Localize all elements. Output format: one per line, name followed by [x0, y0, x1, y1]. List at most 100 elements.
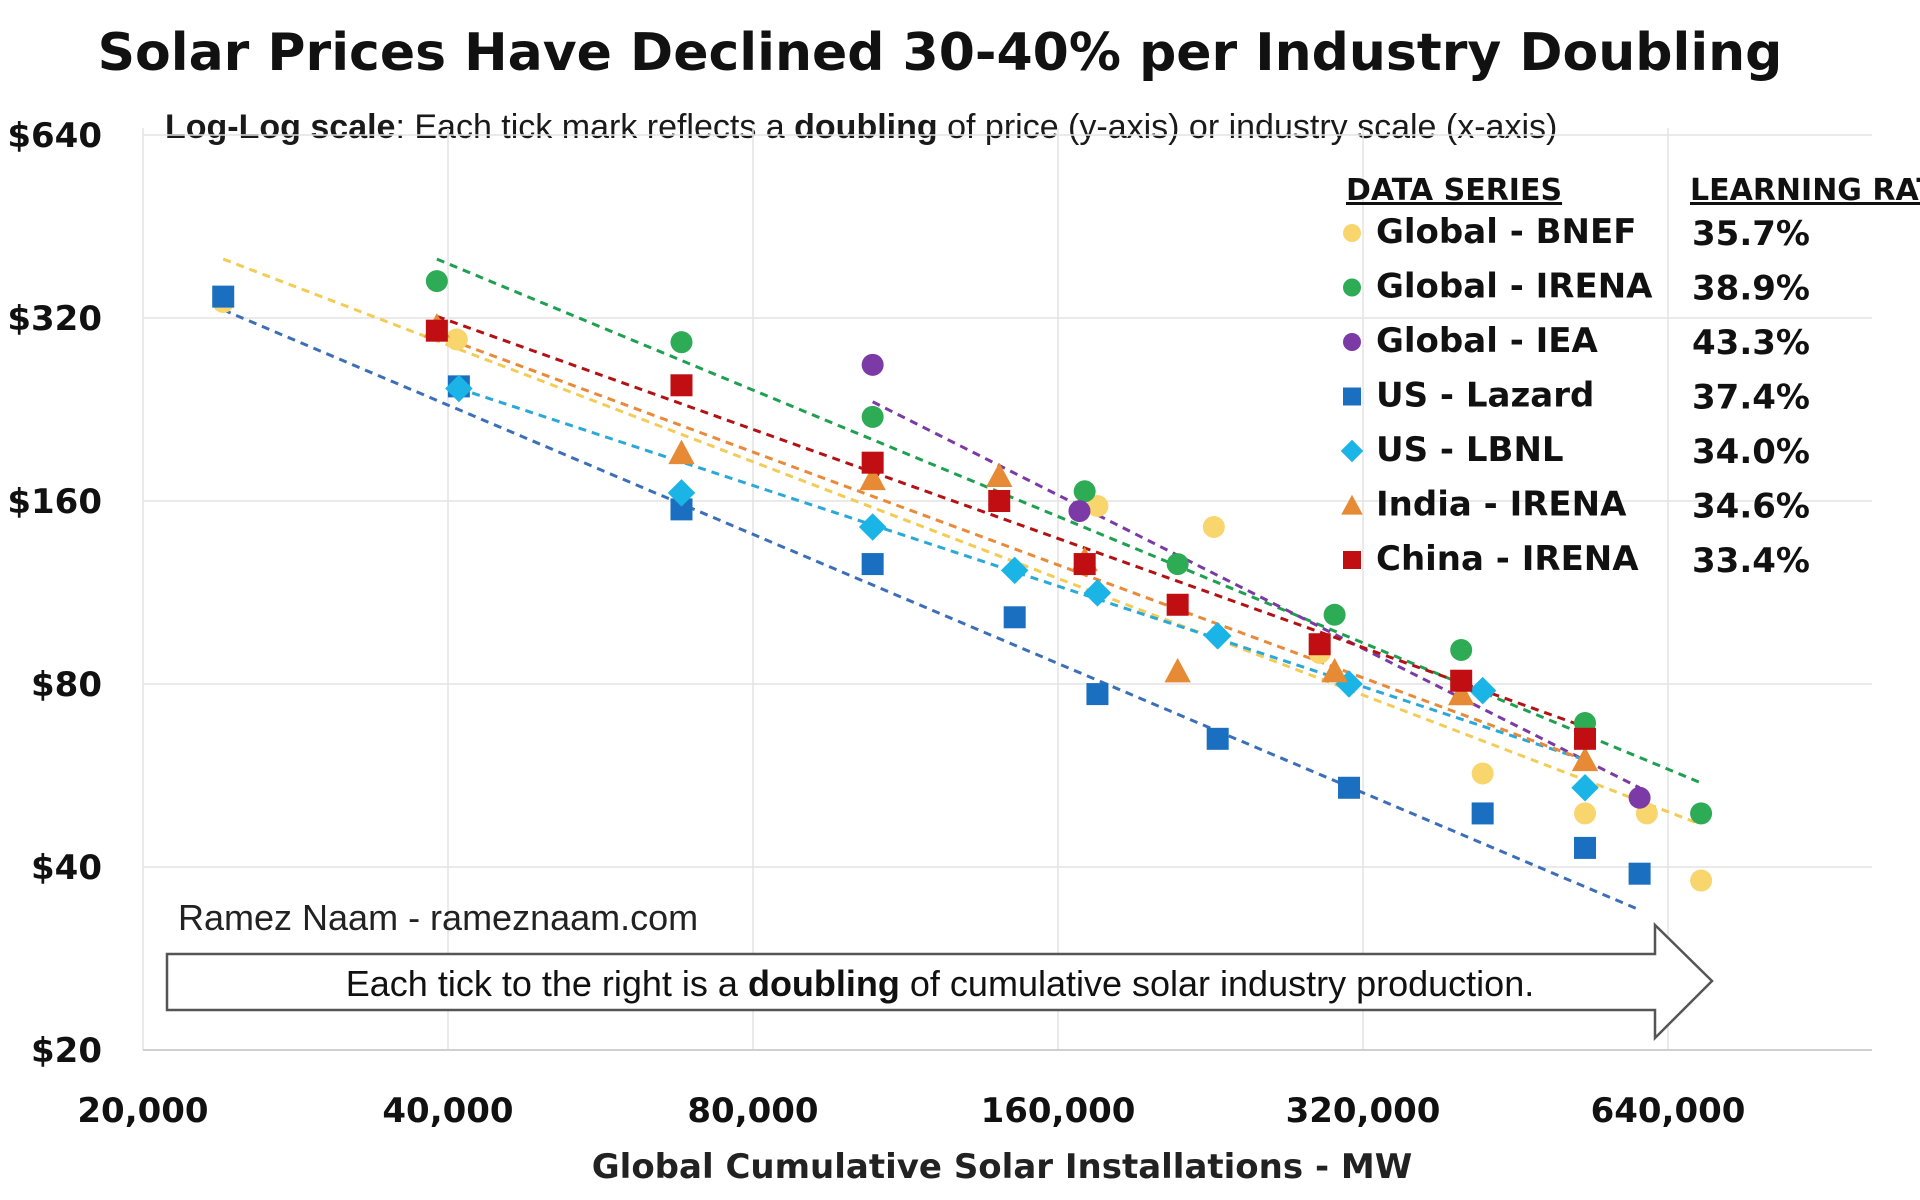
point-global-irena: [1073, 480, 1096, 503]
legend-marker-us-lbnl: [1340, 439, 1364, 463]
point-us-lbnl: [858, 513, 887, 541]
point-china-irena: [1450, 669, 1473, 692]
point-us-lazard: [1206, 727, 1229, 750]
y-tick-label: $80: [31, 665, 102, 705]
point-india-irena: [1321, 657, 1348, 683]
point-global-bnef: [445, 328, 468, 351]
point-china-irena: [988, 490, 1011, 512]
gridlines: [142, 128, 1872, 1051]
point-us-lbnl: [445, 374, 473, 403]
legend-header-rate: LEARNING RATE: [1690, 173, 1920, 208]
y-tick-label: $20: [31, 1031, 102, 1071]
point-us-lazard: [1003, 606, 1026, 629]
point-india-irena: [859, 465, 886, 491]
point-global-irena: [1166, 553, 1189, 576]
point-us-lbnl: [667, 479, 696, 507]
legend-marker-us-lazard: [1343, 387, 1361, 406]
point-global-irena: [1450, 638, 1473, 661]
legend-item-india-irena: India - IRENA 34.6%: [1341, 485, 1810, 527]
legend-rate-global-bnef: 35.7%: [1692, 214, 1810, 254]
point-china-irena: [1166, 593, 1189, 616]
legend: DATA SERIES LEARNING RATE Global - BNEF 3…: [1340, 173, 1920, 581]
point-us-lazard: [212, 285, 235, 308]
point-india-irena: [1571, 746, 1599, 772]
point-india-irena: [1447, 680, 1475, 706]
point-global-irena: [1323, 603, 1346, 626]
y-tick-label: $160: [7, 482, 102, 522]
point-china-irena: [1574, 727, 1597, 750]
point-india-irena: [986, 462, 1013, 488]
legend-label-us-lazard: US - Lazard: [1376, 376, 1594, 416]
legend-label-global-irena: Global - IRENA: [1376, 267, 1653, 307]
legend-label-global-bnef: Global - BNEF: [1376, 212, 1636, 252]
point-global-iea: [1628, 786, 1651, 809]
point-us-lazard: [1574, 836, 1597, 859]
legend-label-china-irena: China - IRENA: [1376, 539, 1639, 579]
chart-title: Solar Prices Have Declined 30-40% per In…: [98, 23, 1783, 83]
legend-item-us-lbnl: US - LBNL 34.0%: [1340, 430, 1810, 472]
point-global-bnef: [1202, 515, 1225, 538]
credit-text: Ramez Naam - rameznaam.com: [178, 897, 698, 938]
point-us-lazard: [1338, 776, 1361, 799]
data-points: [212, 270, 1713, 892]
doubling-arrow: [165, 922, 1714, 1042]
legend-marker-global-irena: [1343, 278, 1361, 297]
x-tick-label: 20,000: [77, 1091, 208, 1131]
point-us-lbnl: [1203, 622, 1232, 650]
legend-rate-global-irena: 38.9%: [1692, 269, 1810, 309]
trend-line-global-bnef: [222, 257, 1702, 826]
point-us-lbnl: [1083, 579, 1112, 607]
point-us-lbnl: [1000, 556, 1029, 585]
legend-item-us-lazard: US - Lazard 37.4%: [1343, 376, 1810, 418]
legend-rate-us-lazard: 37.4%: [1692, 378, 1810, 418]
legend-label-global-iea: Global - IEA: [1376, 321, 1599, 361]
point-china-irena: [861, 451, 884, 474]
point-us-lazard: [1086, 683, 1109, 706]
trend-line-us-lazard: [222, 308, 1641, 912]
point-global-irena: [425, 270, 448, 293]
point-china-irena: [670, 374, 693, 397]
point-global-bnef: [1690, 869, 1713, 892]
x-tick-label: 640,000: [1591, 1091, 1746, 1131]
legend-rows: Global - BNEF 35.7%Global - IRENA 38.9%Glo…: [1340, 212, 1810, 581]
point-global-bnef: [1471, 762, 1494, 785]
legend-marker-china-irena: [1343, 551, 1361, 569]
point-global-irena: [861, 405, 884, 428]
legend-item-global-bnef: Global - BNEF 35.7%: [1343, 212, 1810, 254]
legend-rate-us-lbnl: 34.0%: [1692, 432, 1810, 472]
point-global-bnef: [1574, 802, 1597, 825]
x-axis-label: Global Cumulative Solar Installations - …: [592, 1147, 1412, 1187]
x-tick-label: 160,000: [981, 1091, 1136, 1131]
legend-item-global-irena: Global - IRENA 38.9%: [1343, 267, 1810, 309]
legend-rate-china-irena: 33.4%: [1692, 541, 1810, 581]
point-china-irena: [1308, 633, 1331, 656]
legend-label-us-lbnl: US - LBNL: [1376, 430, 1564, 470]
legend-item-china-irena: China - IRENA 33.4%: [1343, 539, 1810, 581]
point-us-lazard: [1628, 862, 1651, 885]
legend-rate-india-irena: 34.6%: [1692, 487, 1810, 527]
point-us-lazard: [1471, 802, 1494, 825]
point-india-irena: [1164, 657, 1191, 683]
y-tick-label: $640: [7, 116, 102, 156]
x-axis-ticks: 20,000 40,000 80,000 160,000 320,000 640,000: [77, 1091, 1745, 1131]
trend-line-china-irena: [436, 314, 1586, 729]
x-tick-label: 320,000: [1286, 1091, 1441, 1131]
legend-marker-india-irena: [1341, 494, 1363, 515]
point-global-irena: [1690, 802, 1713, 825]
arrow-caption: Each tick to the right is a doubling of …: [346, 963, 1534, 1004]
point-us-lazard: [670, 498, 693, 521]
legend-rate-global-iea: 43.3%: [1692, 323, 1810, 363]
point-global-bnef: [1086, 494, 1109, 517]
point-us-lbnl: [1468, 676, 1497, 705]
point-global-iea: [1068, 500, 1091, 523]
legend-item-global-iea: Global - IEA 43.3%: [1343, 321, 1810, 363]
point-china-irena: [425, 319, 448, 342]
series-china-irena: [425, 319, 1597, 750]
legend-marker-global-bnef: [1343, 224, 1361, 242]
series-global-iea: [861, 353, 1651, 809]
legend-marker-global-iea: [1343, 333, 1361, 351]
y-tick-label: $320: [7, 299, 102, 339]
point-us-lazard: [861, 553, 884, 576]
y-tick-label: $40: [31, 848, 102, 888]
